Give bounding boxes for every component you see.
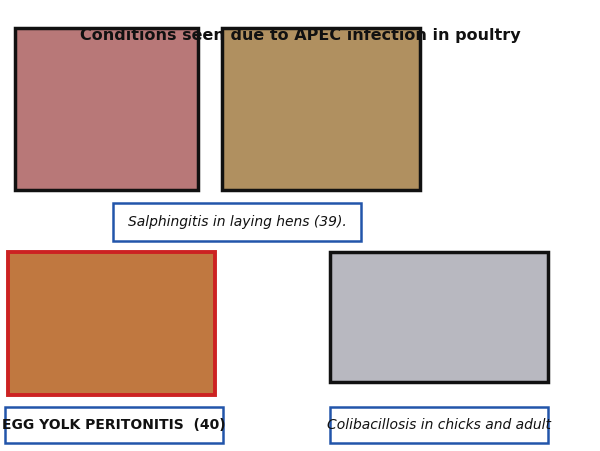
Bar xyxy=(330,252,548,382)
Text: Conditions seen due to APEC infection in poultry: Conditions seen due to APEC infection in… xyxy=(80,28,520,43)
Text: Colibacillosis in chicks and adult: Colibacillosis in chicks and adult xyxy=(327,418,551,432)
Bar xyxy=(222,28,420,190)
Bar xyxy=(330,407,548,443)
Bar xyxy=(15,28,198,190)
Bar xyxy=(113,203,361,241)
Bar xyxy=(8,252,215,395)
Text: Salphingitis in laying hens (39).: Salphingitis in laying hens (39). xyxy=(128,215,346,229)
Text: EGG YOLK PERITONITIS  (40): EGG YOLK PERITONITIS (40) xyxy=(2,418,226,432)
Bar xyxy=(5,407,223,443)
